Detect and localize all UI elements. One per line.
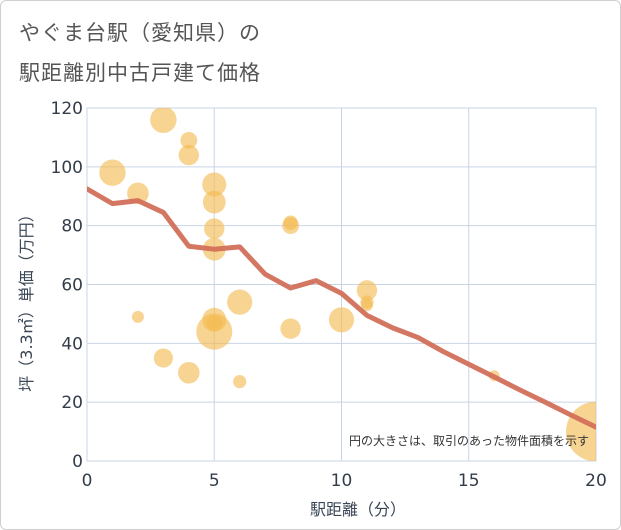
data-point-bubble [360,299,373,312]
chart-title-line-2: 駅距離別中古戸建て価格 [19,61,261,85]
x-axis-label: 駅距離（分） [310,500,406,519]
data-point-bubble [282,217,299,235]
x-tick-label: 20 [585,471,607,491]
chart-title-line-1: やぐま台駅（愛知県）の [19,21,261,45]
data-point-bubble [204,218,225,239]
size-legend-note: 円の大きさは、取引のあった物件面積を示す [349,433,589,448]
data-point-bubble [202,190,226,214]
data-point-bubble [328,307,355,333]
data-point-bubble [227,289,253,315]
data-point-bubble [280,318,301,339]
y-tick-label: 100 [51,158,83,178]
grid-lines [86,107,597,462]
x-tick-label: 5 [209,471,220,491]
y-tick-label: 60 [61,276,83,296]
bubble-series [99,108,596,461]
x-tick-label: 15 [458,471,480,491]
y-axis-label: 坪（3.3㎡）単価（万円） [17,206,36,391]
y-tick-label: 40 [61,334,83,354]
data-point-bubble [99,159,126,186]
data-point-bubble [356,280,378,301]
data-point-bubble [178,144,199,166]
x-axis-ticks: 0 5 10 15 20 [82,471,607,491]
data-point-bubble [153,348,173,368]
y-tick-label: 20 [61,393,83,413]
x-tick-label: 0 [82,471,93,491]
y-tick-label: 0 [72,452,83,472]
data-point-bubble [202,172,227,197]
data-point-bubble [196,313,233,350]
data-point-bubble [180,131,198,149]
data-point-bubble [127,182,149,205]
y-tick-label: 80 [61,217,83,237]
x-tick-label: 10 [331,471,353,491]
data-point-bubble [178,361,200,384]
trend-line [87,186,596,430]
data-point-bubble [131,310,144,323]
data-point-bubble [150,108,177,133]
trend-series [87,186,596,430]
y-axis-ticks: 0 20 40 60 80 100 120 [51,99,83,472]
data-point-bubble [233,374,247,389]
y-tick-label: 120 [51,99,83,119]
